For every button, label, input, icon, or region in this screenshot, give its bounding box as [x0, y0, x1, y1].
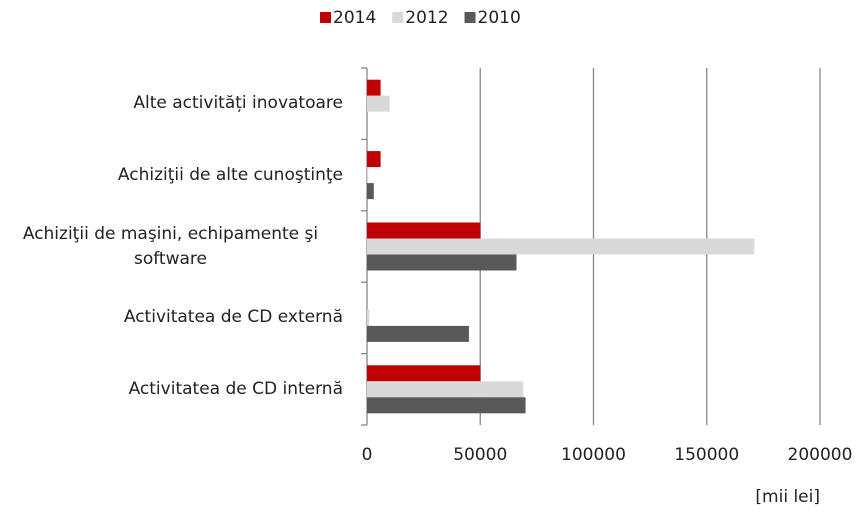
bar — [367, 95, 390, 112]
bar — [367, 381, 524, 398]
legend-label: 2012 — [405, 8, 448, 28]
legend-swatch — [464, 12, 476, 23]
x-tick-label: 0 — [362, 445, 373, 465]
x-tick-label: 200000 — [788, 445, 853, 465]
category-label-box: Activitatea de CD externă — [0, 288, 343, 348]
bar — [367, 238, 755, 255]
legend-label: 2014 — [333, 8, 376, 28]
bar — [367, 254, 517, 271]
bar — [367, 151, 381, 168]
x-tick-label: 150000 — [674, 445, 739, 465]
bar — [367, 309, 370, 326]
category-label-box: Achiziţii de alte cunoştinţe — [0, 145, 343, 205]
y-tick-label: Alte activități inovatoare — [133, 93, 343, 114]
category-label-box: Alte activități inovatoare — [0, 74, 343, 134]
legend-swatch — [392, 12, 404, 23]
bar — [367, 183, 374, 200]
legend-label: 2010 — [478, 8, 521, 28]
bar — [367, 397, 526, 414]
legend-swatch — [320, 12, 331, 23]
y-tick-label: Achiziţii de maşini, echipamente şi soft… — [22, 223, 319, 269]
x-tick-label: 100000 — [561, 445, 626, 465]
bar — [367, 222, 481, 239]
category-label-box: Achiziţii de maşini, echipamente şi soft… — [0, 217, 343, 277]
bar — [367, 79, 381, 96]
bar — [367, 365, 481, 382]
bar — [367, 325, 469, 342]
x-tick-label: 50000 — [453, 445, 507, 465]
x-axis-label: [mii lei] — [755, 487, 820, 507]
bar — [367, 167, 369, 184]
category-label-box: Activitatea de CD internă — [0, 359, 343, 419]
y-tick-label: Achiziţii de alte cunoştinţe — [117, 164, 343, 185]
y-tick-label: Activitatea de CD internă — [128, 378, 343, 399]
y-tick-label: Activitatea de CD externă — [123, 307, 343, 328]
